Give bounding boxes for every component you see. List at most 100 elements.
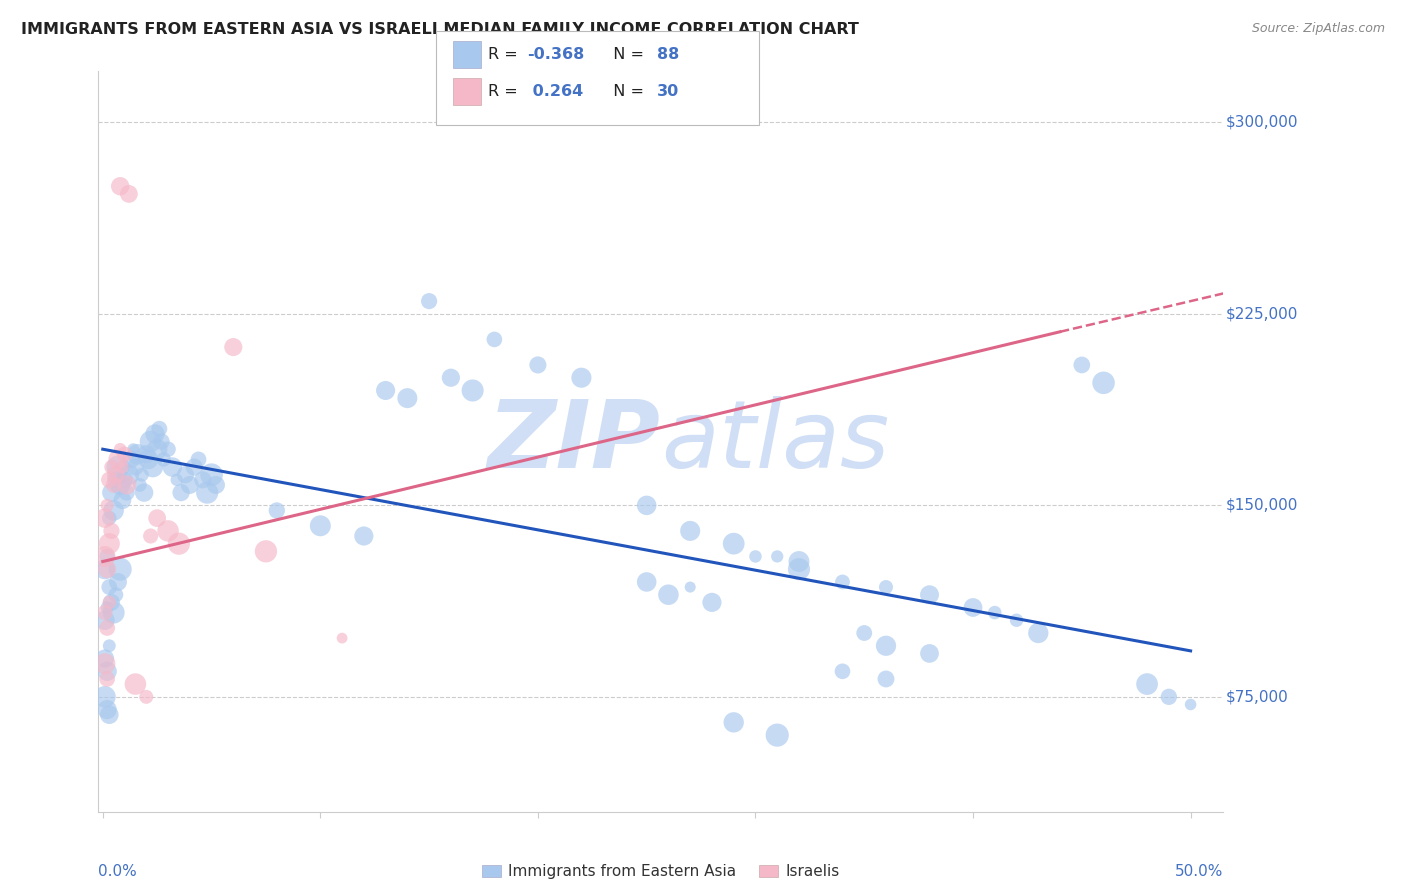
Point (1005, 613, 1028, 627)
Point (131, 467, 153, 482)
Point (527, 358, 550, 372)
Point (94, 562, 117, 576)
Point (266, 503, 288, 517)
Point (111, 460, 134, 475)
Point (118, 467, 141, 482)
Point (103, 606, 125, 620)
Point (96, 665, 118, 679)
Point (787, 562, 810, 576)
Point (94, 651, 117, 665)
Point (146, 511, 169, 525)
Point (723, 715, 745, 730)
Point (918, 647, 941, 661)
Point (94, 657, 117, 671)
Point (875, 672, 897, 686)
Point (98, 595, 121, 609)
Point (571, 370, 593, 384)
Text: R =: R = (488, 85, 523, 99)
Point (98, 536, 121, 550)
Point (170, 485, 193, 500)
Point (1026, 626, 1049, 640)
Point (766, 549, 789, 564)
Point (96, 600, 118, 615)
Point (787, 555, 810, 569)
Point (440, 370, 463, 384)
Point (118, 186, 141, 201)
Point (152, 452, 174, 467)
Point (962, 600, 984, 615)
Point (94, 690, 117, 704)
Point (157, 524, 180, 538)
Point (1070, 358, 1092, 372)
Text: 30: 30 (657, 85, 679, 99)
Text: atlas: atlas (661, 396, 889, 487)
Point (142, 460, 165, 475)
Point (111, 493, 134, 508)
Point (124, 460, 146, 475)
Point (374, 384, 396, 398)
Point (148, 422, 170, 436)
Point (104, 588, 127, 602)
Point (98, 511, 121, 525)
Point (679, 524, 702, 538)
Point (309, 518, 332, 533)
Point (114, 447, 136, 461)
Point (461, 384, 484, 398)
Point (108, 179, 131, 194)
Point (723, 536, 745, 550)
Point (96, 703, 118, 717)
Text: ZIP: ZIP (488, 395, 661, 488)
Point (135, 690, 157, 704)
Point (191, 473, 214, 487)
Legend: Immigrants from Eastern Asia, Israelis: Immigrants from Eastern Asia, Israelis (477, 858, 845, 886)
Point (330, 631, 353, 645)
Point (875, 639, 897, 653)
Point (120, 452, 142, 467)
Point (174, 467, 197, 482)
Text: Source: ZipAtlas.com: Source: ZipAtlas.com (1251, 22, 1385, 36)
Text: $75,000: $75,000 (1226, 690, 1288, 705)
Point (139, 529, 162, 543)
Text: 0.0%: 0.0% (98, 863, 138, 879)
Point (124, 677, 146, 691)
Point (166, 473, 188, 487)
Text: $300,000: $300,000 (1226, 115, 1298, 130)
Text: $150,000: $150,000 (1226, 498, 1298, 513)
Point (179, 478, 201, 492)
Point (115, 478, 138, 492)
Point (98, 639, 121, 653)
Point (96, 499, 118, 513)
Point (98, 473, 121, 487)
Point (831, 574, 853, 589)
Point (98, 707, 121, 722)
Point (127, 447, 149, 461)
Point (100, 595, 122, 609)
Point (195, 485, 218, 500)
Text: N =: N = (603, 85, 650, 99)
Point (167, 536, 190, 550)
Point (94, 511, 117, 525)
Point (146, 442, 169, 457)
Point (100, 524, 122, 538)
Point (100, 460, 122, 475)
Point (103, 503, 125, 517)
Point (94, 549, 117, 564)
Point (96, 549, 118, 564)
Point (122, 442, 145, 457)
Point (853, 626, 876, 640)
Text: 0.264: 0.264 (527, 85, 583, 99)
Point (107, 460, 129, 475)
Point (114, 473, 136, 487)
Point (94, 606, 117, 620)
Point (107, 574, 129, 589)
Point (831, 665, 853, 679)
Point (205, 478, 228, 492)
Point (98, 580, 121, 594)
Point (94, 613, 117, 627)
Point (744, 549, 766, 564)
Point (108, 562, 131, 576)
Point (157, 442, 180, 457)
Point (96, 672, 118, 686)
Point (875, 580, 897, 594)
Point (150, 434, 173, 449)
